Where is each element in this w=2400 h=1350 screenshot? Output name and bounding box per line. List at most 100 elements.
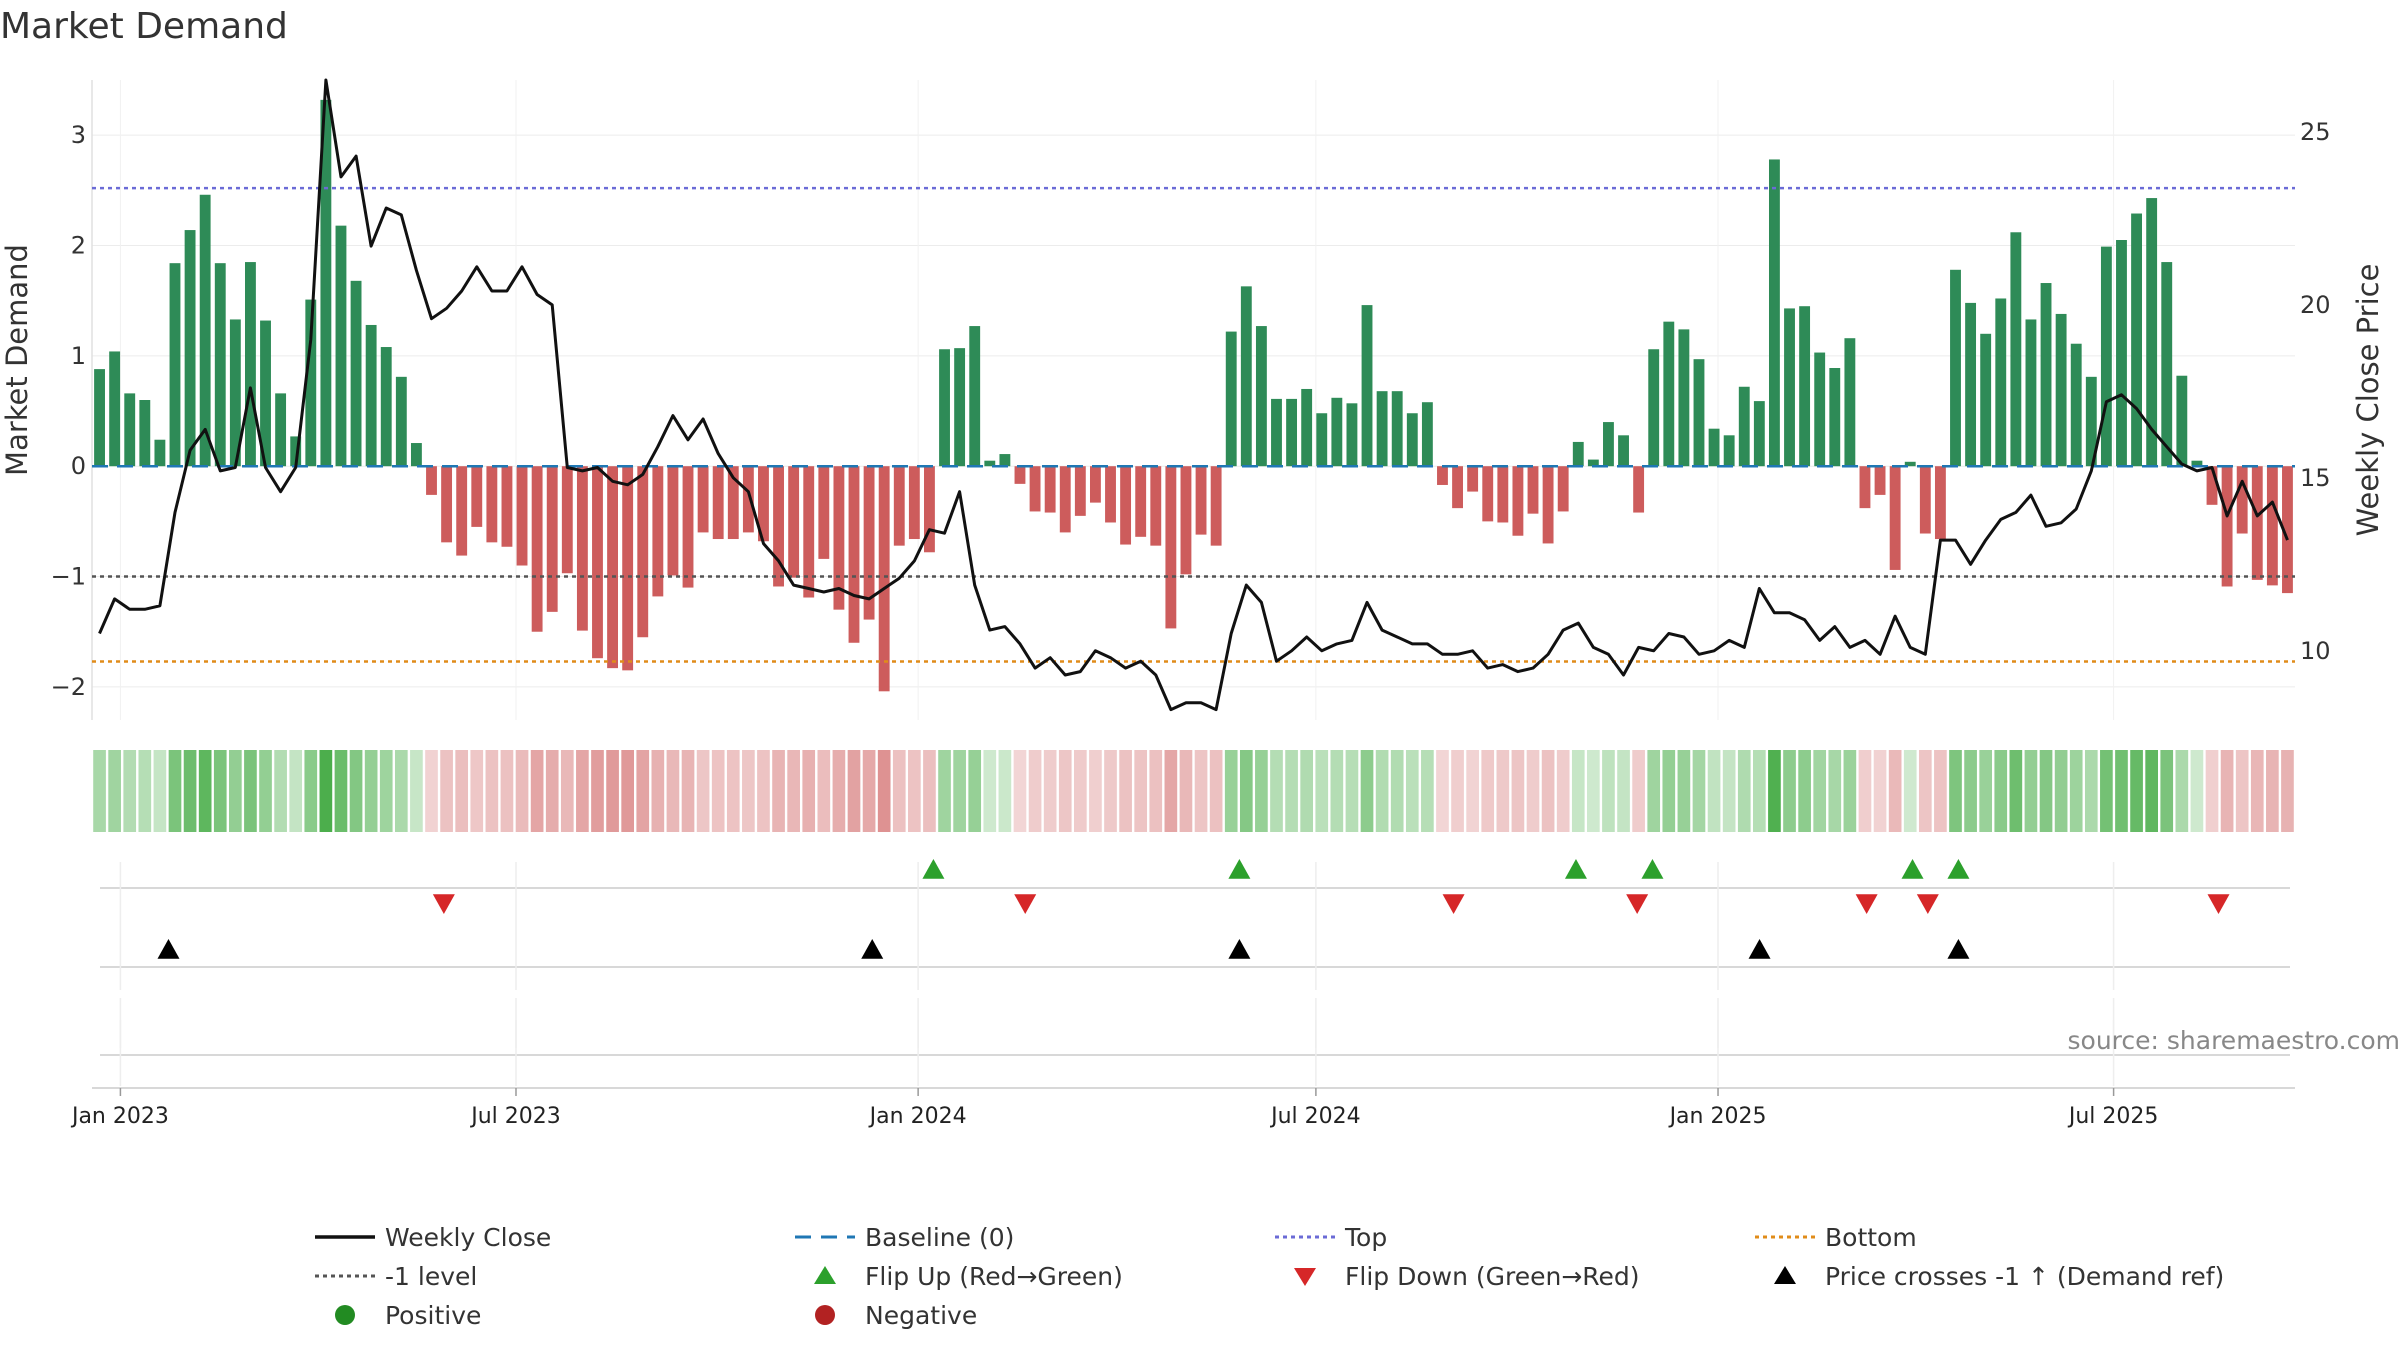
strip-cell (1934, 750, 1947, 832)
strip-cell (1345, 750, 1359, 832)
strip-cell (229, 750, 242, 832)
legend-label: Flip Up (Red→Green) (865, 1262, 1123, 1291)
demand-bar (199, 194, 211, 467)
demand-bar (94, 369, 105, 467)
weekly-close-line (98, 78, 2289, 712)
demand-bar (1225, 331, 1237, 467)
strip-cell (500, 750, 514, 832)
x-tick-label: Jul 2024 (1269, 1104, 1361, 1129)
strip-cell (168, 750, 182, 832)
strip-cell (953, 750, 966, 832)
flip-down-marker (1626, 894, 1649, 914)
strip-cell (153, 750, 167, 832)
demand-bar (1105, 466, 1116, 523)
demand-bar (2176, 375, 2188, 467)
demand-bar (546, 466, 558, 612)
strip-cell (2235, 750, 2249, 832)
strip-cell (862, 750, 876, 832)
demand-bar (1603, 422, 1614, 467)
demand-bar (1120, 466, 1132, 545)
demand-bar (1301, 388, 1313, 467)
strip-cell (1903, 750, 1917, 832)
strip-cell (998, 750, 1012, 832)
strip-cell (1587, 750, 1600, 832)
legend-item: Flip Up (Red→Green) (814, 1262, 1123, 1291)
strip-cell (1073, 750, 1087, 832)
demand-bar (1059, 466, 1071, 533)
strip-cell (244, 750, 257, 832)
flip-up-marker (1641, 859, 1664, 879)
legend-item: Weekly Close (315, 1223, 551, 1252)
strip-cell (892, 750, 906, 832)
strip-cell (1843, 750, 1857, 832)
demand-bar (2025, 319, 2037, 467)
demand-bar (1210, 466, 1222, 546)
demand-bar (531, 466, 543, 632)
strip-cell (183, 750, 197, 832)
legend-label: Bottom (1825, 1223, 1917, 1252)
demand-bar (1089, 466, 1101, 503)
strip-cell (1028, 750, 1042, 832)
x-tick-label: Jul 2023 (469, 1104, 561, 1129)
demand-bar (1738, 386, 1750, 467)
strip-cell (1209, 750, 1223, 832)
demand-bar (2146, 198, 2158, 467)
strip-cell (138, 750, 152, 832)
flip-down-marker (1855, 894, 1878, 914)
demand-bar (1633, 466, 1645, 513)
strip-cell (1043, 750, 1057, 832)
strip-cell (636, 750, 650, 832)
demand-bar (1934, 466, 1946, 540)
strip-cell (334, 750, 348, 832)
strip-cell (1255, 750, 1268, 832)
strip-cell (379, 750, 393, 832)
strip-cell (2205, 750, 2219, 832)
strip-cell (1119, 750, 1132, 832)
legend-swatch (814, 1266, 836, 1284)
legend-swatch (1294, 1268, 1316, 1286)
strip-cell (93, 750, 106, 832)
demand-bar (2085, 376, 2097, 467)
demand-bar (1723, 435, 1735, 467)
flip-up-marker (1228, 859, 1251, 879)
demand-bar (1527, 466, 1539, 514)
strip-cell (877, 750, 891, 832)
demand-bar (1829, 368, 1841, 467)
demand-bar (607, 466, 619, 669)
strip-cell (1677, 750, 1691, 832)
demand-bar (1799, 306, 1811, 467)
demand-bar (1965, 302, 1977, 467)
demand-bar (1980, 333, 1992, 467)
legend-swatch (1774, 1266, 1796, 1284)
strip-cell (983, 750, 997, 832)
strip-cell (1753, 750, 1766, 832)
right-tick-label: 10 (2300, 637, 2331, 665)
strip-cell (1481, 750, 1495, 832)
strip-cell (2084, 750, 2098, 832)
demand-bar (1663, 321, 1675, 467)
demand-bar (652, 466, 664, 597)
demand-bar (124, 393, 136, 467)
strip-cell (1224, 750, 1238, 832)
demand-bar (1331, 397, 1343, 467)
left-y-axis: 3 2 1 0 −1 −2 (51, 121, 86, 701)
legend-item: Flip Down (Green→Red) (1294, 1262, 1640, 1291)
demand-bar (924, 466, 935, 553)
demand-bar (1919, 466, 1931, 534)
strip-cell (1647, 750, 1661, 832)
x-axis: Jan 2023 Jul 2023 Jan 2024 Jul 2024 Jan 2025… (70, 1087, 2295, 1129)
demand-bar (1618, 435, 1629, 467)
demand-bar (2010, 232, 2022, 467)
legend-label: Negative (865, 1301, 977, 1330)
left-tick-label: 3 (71, 121, 86, 149)
strip-cell (1526, 750, 1540, 832)
demand-bar (939, 349, 950, 467)
strip-cell (1375, 750, 1389, 832)
demand-bar (1859, 466, 1871, 509)
demand-bar (350, 280, 362, 467)
strip-cell (2190, 750, 2204, 832)
flip-down-marker (1014, 894, 1037, 914)
demand-bar (1814, 352, 1826, 467)
strip-cell (621, 750, 634, 832)
